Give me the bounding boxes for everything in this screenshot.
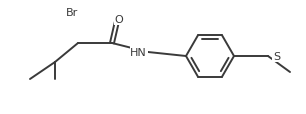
Text: Br: Br — [66, 8, 78, 18]
Text: HN: HN — [130, 48, 147, 57]
Text: O: O — [115, 15, 123, 25]
Text: S: S — [273, 52, 280, 61]
